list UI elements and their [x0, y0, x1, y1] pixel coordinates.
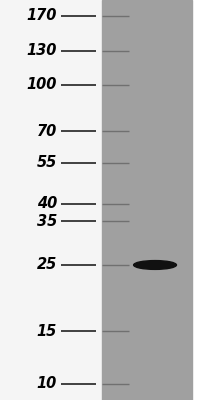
Text: 70: 70 — [37, 124, 57, 139]
Text: 100: 100 — [27, 78, 57, 92]
Text: 130: 130 — [27, 43, 57, 58]
Ellipse shape — [134, 260, 176, 269]
Text: 35: 35 — [37, 214, 57, 229]
Text: 40: 40 — [37, 196, 57, 212]
Bar — [102, 0, 192, 400]
Bar — [0, 0, 102, 400]
Text: 25: 25 — [37, 258, 57, 272]
Text: 10: 10 — [37, 376, 57, 392]
Text: 170: 170 — [27, 8, 57, 24]
Text: 55: 55 — [37, 155, 57, 170]
Text: 15: 15 — [37, 324, 57, 339]
